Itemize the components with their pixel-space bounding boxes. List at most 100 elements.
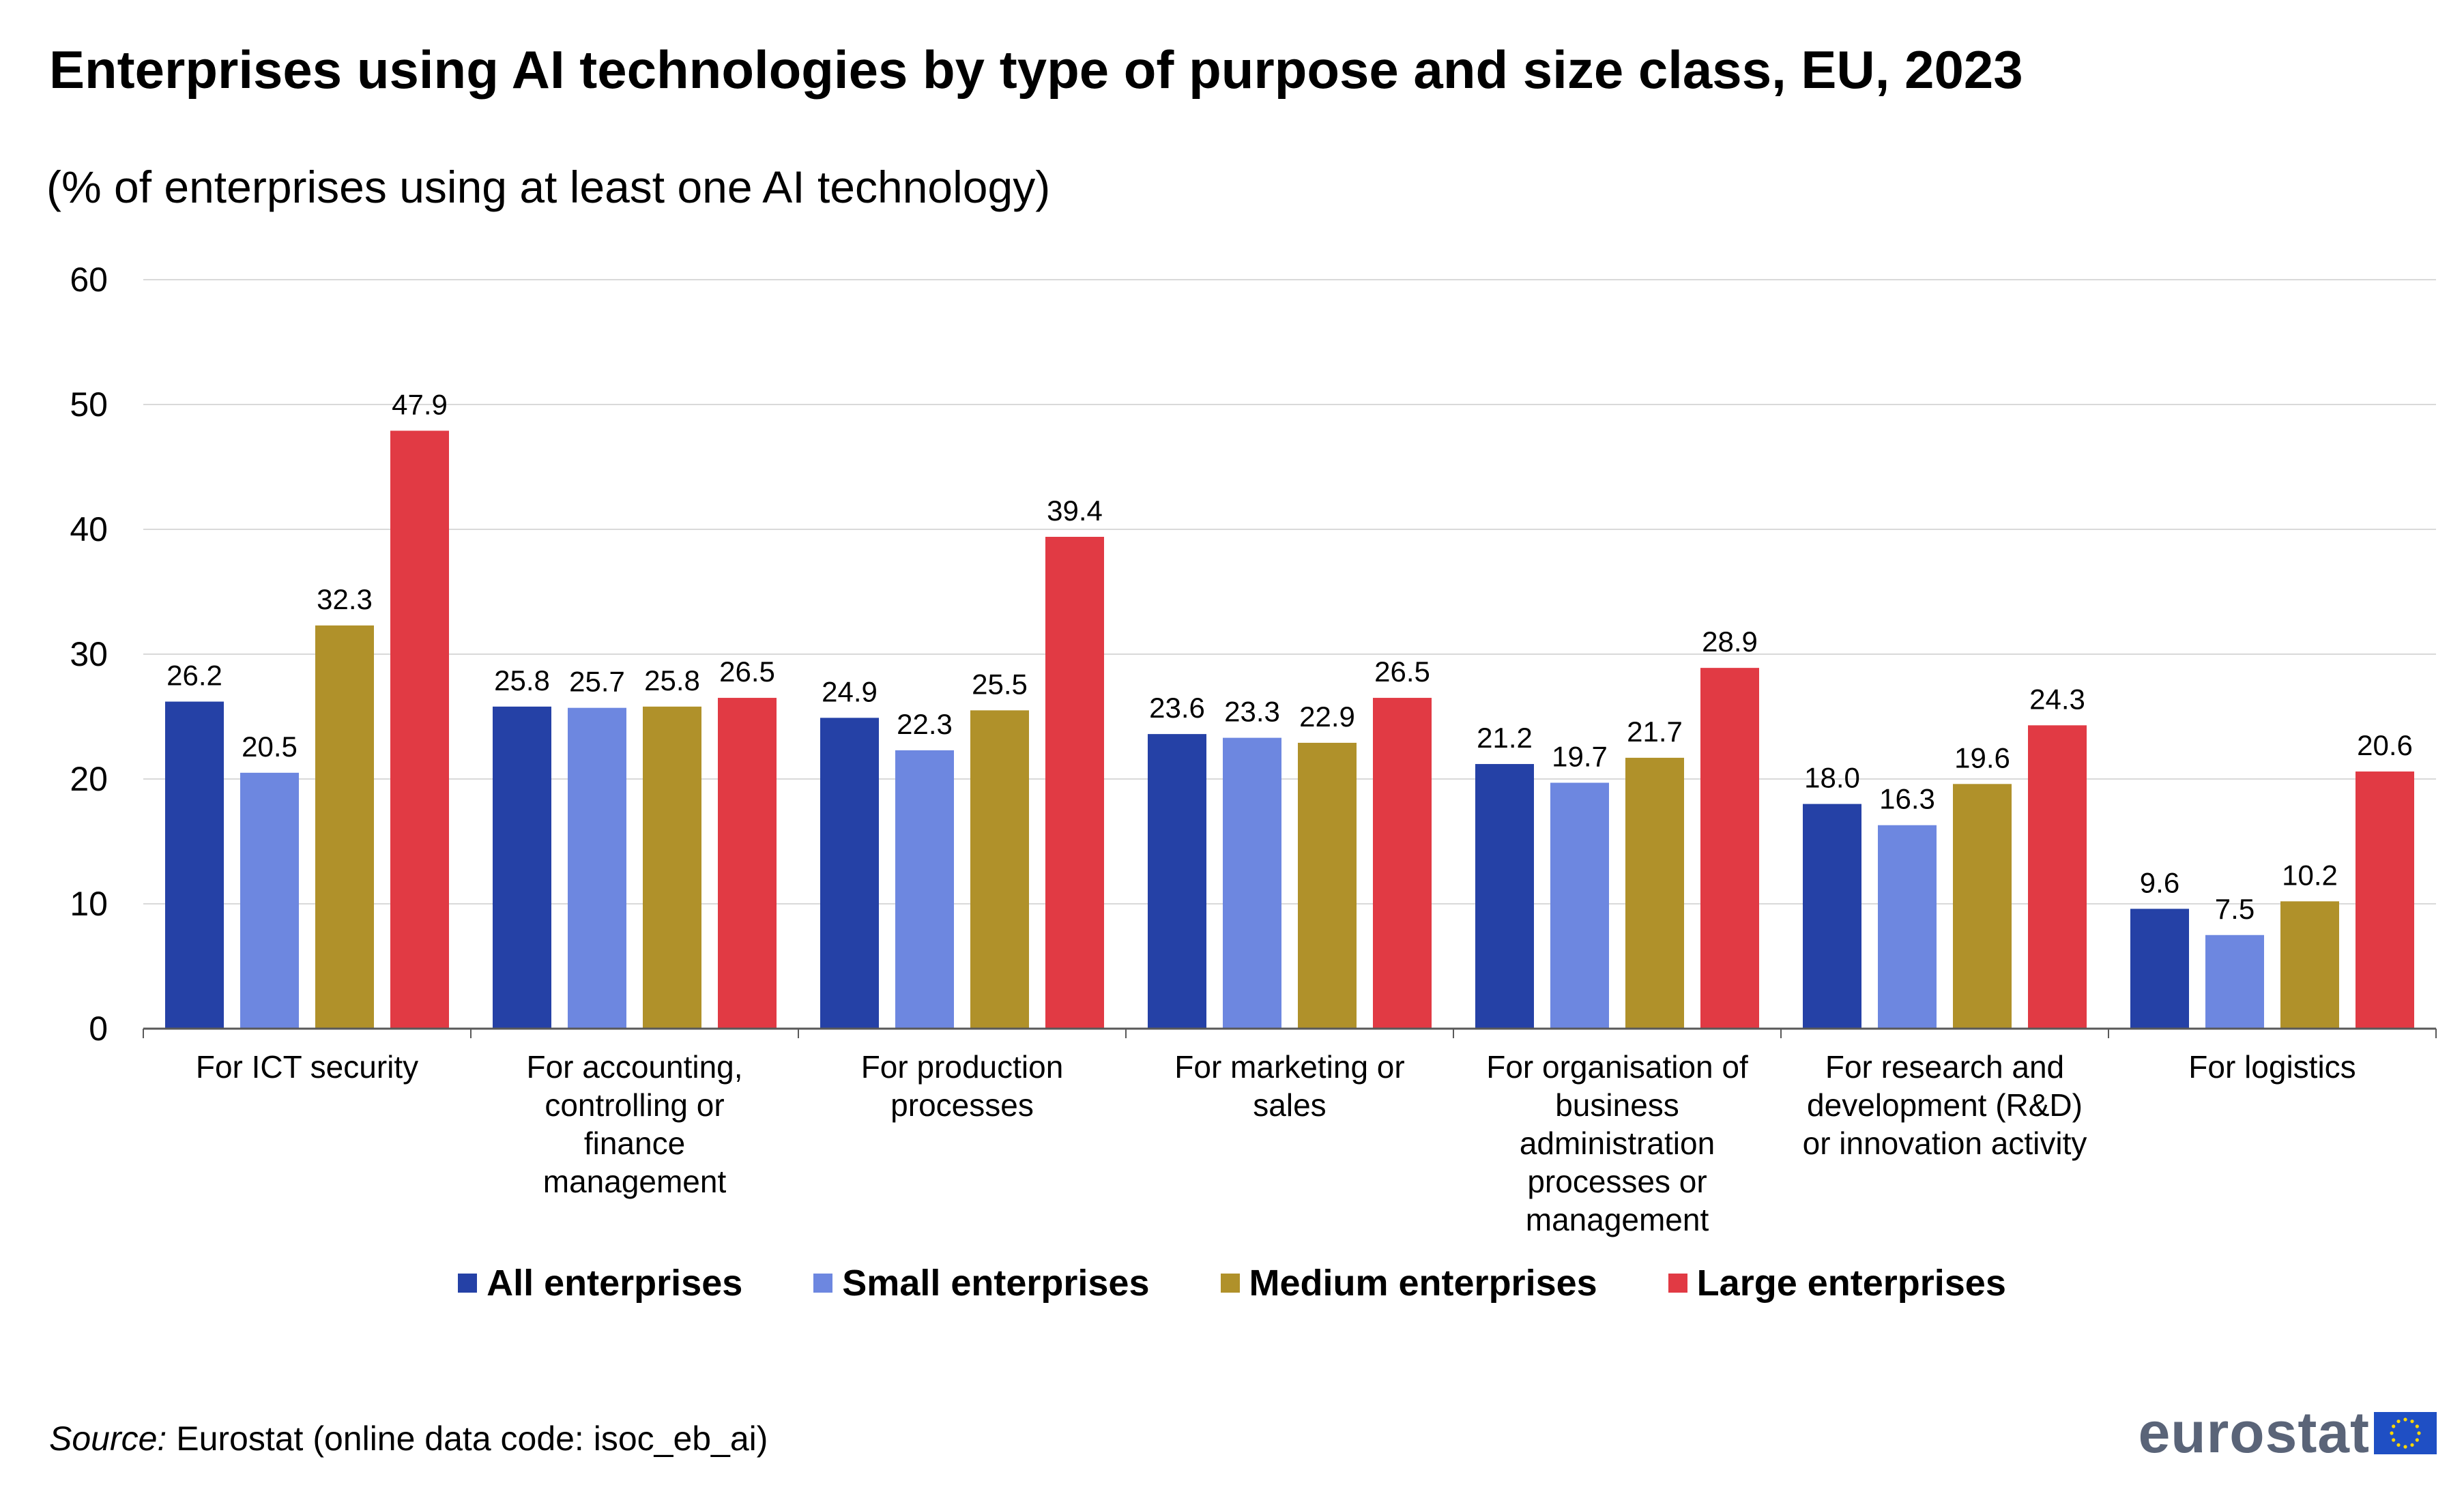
x-category-label-line: development (R&D) xyxy=(1807,1087,2083,1123)
eu-flag-star xyxy=(2410,1443,2414,1447)
bar-value-label: 26.5 xyxy=(719,656,775,688)
bar-value-label: 19.7 xyxy=(1552,740,1608,772)
legend-item-small: Small enterprises xyxy=(813,1262,1150,1304)
bar xyxy=(1223,737,1281,1029)
bar xyxy=(2028,725,2087,1029)
x-category-label-line: For accounting, xyxy=(526,1049,742,1085)
x-category-label: For production processes xyxy=(861,1049,1064,1123)
bar-value-label: 20.6 xyxy=(2357,729,2413,761)
bar-value-label: 22.9 xyxy=(1299,701,1355,733)
bar-value-label: 25.5 xyxy=(972,668,1028,700)
bar xyxy=(1148,734,1206,1029)
y-tick-label: 40 xyxy=(70,510,108,548)
bar xyxy=(643,706,701,1029)
x-category-label-line: processes or xyxy=(1527,1164,1707,1199)
bar-value-label: 39.4 xyxy=(1047,495,1103,527)
bar xyxy=(970,710,1029,1029)
legend-item-large: Large enterprises xyxy=(1668,1262,2006,1304)
x-category-label-line: For production xyxy=(861,1049,1064,1085)
x-category-label-line: For marketing or xyxy=(1174,1049,1404,1085)
bar-value-label: 20.5 xyxy=(242,731,298,763)
x-category-label-line: administration xyxy=(1520,1126,1715,1161)
legend-item-all: All enterprises xyxy=(458,1262,742,1304)
bar xyxy=(1045,536,1104,1029)
x-category-label-line: management xyxy=(543,1164,727,1199)
bar xyxy=(718,698,777,1029)
bar xyxy=(1373,698,1432,1029)
source-label: Source: xyxy=(49,1420,167,1458)
bar-value-label: 47.9 xyxy=(392,388,448,420)
bar-value-label: 16.3 xyxy=(1879,783,1935,815)
bar xyxy=(1475,764,1534,1029)
bar-value-label: 18.0 xyxy=(1804,762,1860,794)
legend-swatch-large xyxy=(1668,1274,1687,1293)
bar xyxy=(2205,935,2264,1029)
eu-flag-star xyxy=(2417,1430,2421,1435)
legend-swatch-all xyxy=(458,1274,478,1293)
source-text: Eurostat (online data code: isoc_eb_ai) xyxy=(166,1420,768,1458)
legend-swatch-small xyxy=(813,1274,833,1293)
legend-label-medium: Medium enterprises xyxy=(1249,1263,1597,1304)
eu-flag-icon xyxy=(2374,1411,2437,1454)
logo-text: eurostat xyxy=(2138,1400,2370,1465)
bar xyxy=(2130,909,2189,1029)
x-category-label-line: For logistics xyxy=(2188,1049,2356,1085)
bar xyxy=(165,701,224,1029)
y-tick-label: 20 xyxy=(70,760,108,798)
bar xyxy=(1625,757,1684,1029)
eu-flag-star xyxy=(2403,1444,2407,1449)
bar xyxy=(2280,901,2339,1029)
eurostat-logo: eurostat xyxy=(2139,1400,2437,1466)
legend-item-medium: Medium enterprises xyxy=(1220,1262,1597,1304)
bar xyxy=(493,706,551,1029)
chart-legend: All enterprises Small enterprises Medium… xyxy=(0,1262,2464,1304)
x-category-label: For logistics xyxy=(2188,1049,2356,1085)
bar xyxy=(820,718,879,1029)
bar-value-label: 26.2 xyxy=(166,660,222,692)
bar xyxy=(240,772,299,1029)
bar-value-label: 22.3 xyxy=(897,708,953,740)
bar-value-label: 9.6 xyxy=(2140,866,2179,898)
source-note: Source: Eurostat (online data code: isoc… xyxy=(49,1419,768,1458)
bar-value-label: 23.3 xyxy=(1224,696,1280,728)
eu-flag-star xyxy=(2415,1424,2419,1428)
x-category-label-line: management xyxy=(1526,1202,1709,1237)
bar-value-label: 25.8 xyxy=(644,664,700,696)
bar xyxy=(1550,782,1609,1029)
x-category-label-line: For research and xyxy=(1825,1049,2064,1085)
eu-flag-star xyxy=(2396,1419,2401,1423)
bar-chart: 0 10 20 30 40 50 60 26.2 20.5 32.3 47.9 For ICT sec… xyxy=(70,261,2437,1237)
bar-value-label: 7.5 xyxy=(2215,893,2255,925)
bar xyxy=(1803,804,1861,1029)
y-tick-label: 0 xyxy=(89,1010,108,1048)
x-category-label: For marketing or sales xyxy=(1174,1049,1404,1123)
x-category-label-line: or innovation activity xyxy=(1803,1126,2087,1161)
x-category-label: For ICT security xyxy=(196,1049,418,1085)
bar-value-label: 23.6 xyxy=(1149,692,1205,724)
bar-value-label: 28.9 xyxy=(1702,626,1758,658)
legend-label-all: All enterprises xyxy=(487,1263,743,1304)
bar xyxy=(1878,825,1937,1029)
eu-flag-star xyxy=(2392,1437,2396,1442)
bar xyxy=(390,430,449,1029)
eu-flag-star xyxy=(2392,1424,2396,1428)
bar-value-label: 21.7 xyxy=(1627,716,1683,748)
legend-label-large: Large enterprises xyxy=(1696,1263,2006,1304)
bar-value-label: 25.8 xyxy=(494,664,550,696)
x-category-label-line: sales xyxy=(1253,1087,1326,1123)
x-category-label-line: business xyxy=(1555,1087,1679,1123)
legend-label-small: Small enterprises xyxy=(842,1263,1150,1304)
x-category-label: For research and development (R&D) or inno… xyxy=(1803,1049,2087,1161)
bar-value-label: 10.2 xyxy=(2282,859,2338,891)
bar-value-label: 24.3 xyxy=(2029,683,2085,715)
chart-subtitle: (% of enterprises using at least one AI … xyxy=(46,162,1051,212)
bar-value-label: 21.2 xyxy=(1477,722,1533,754)
bar xyxy=(2356,771,2414,1029)
bar xyxy=(895,750,954,1029)
bar xyxy=(1298,742,1357,1029)
eu-flag-star xyxy=(2403,1417,2407,1422)
y-tick-label: 50 xyxy=(70,385,108,424)
bar-value-label: 26.5 xyxy=(1374,656,1430,688)
bar-value-label: 24.9 xyxy=(822,675,878,707)
bar xyxy=(1700,668,1759,1029)
